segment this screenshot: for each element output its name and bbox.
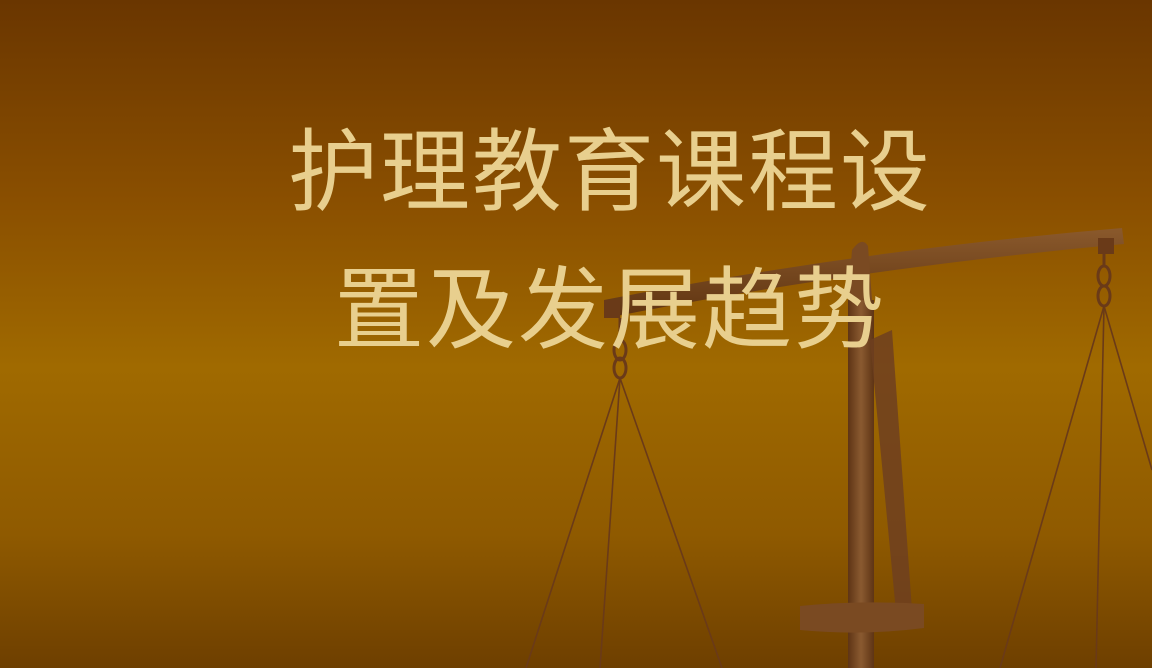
scale-pivot bbox=[848, 241, 872, 302]
left-pan-strings bbox=[525, 377, 723, 668]
slide-title-line-2: 置及发展趋势 bbox=[334, 258, 886, 363]
right-pan-strings bbox=[999, 305, 1152, 668]
scale-base bbox=[800, 602, 924, 633]
slide-title: 护理教育课程设 置及发展趋势 bbox=[170, 104, 1050, 380]
slide-title-line-1: 护理教育课程设 bbox=[288, 120, 932, 225]
right-pan-chain bbox=[1096, 252, 1112, 308]
